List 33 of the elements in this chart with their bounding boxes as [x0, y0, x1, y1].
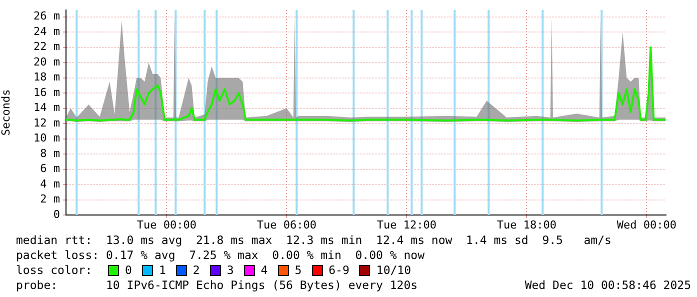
y-tick-label: 2 m: [40, 192, 60, 206]
y-tick-label: 18 m: [34, 70, 60, 84]
y-tick-label: 12 m: [34, 116, 60, 130]
text: loss color:: [16, 263, 94, 278]
x-tick-label: Tue 12:00: [376, 218, 436, 232]
y-tick-label: 20 m: [34, 55, 60, 68]
x-tick-label: Tue 00:00: [136, 218, 196, 232]
text: 5: [294, 263, 302, 278]
text: packet loss: 0.17 % avg 7.25 % max 0.00 % min 0.00 % now: [16, 248, 426, 263]
y-tick-label: 10 m: [34, 132, 60, 145]
y-tick-label: 6 m: [40, 162, 60, 176]
y-tick-label: 22 m: [34, 40, 60, 54]
x-tick-label: Wed 00:00: [616, 218, 676, 232]
y-tick-label: 4 m: [40, 177, 60, 190]
text: 2: [192, 263, 200, 278]
y-tick-label: 0: [53, 208, 60, 221]
y-tick-label: 8 m: [40, 146, 60, 160]
x-tick-label: Tue 06:00: [256, 218, 316, 232]
y-axis-title: Seconds: [0, 89, 12, 136]
text: 3: [226, 263, 234, 278]
text: median rtt: 13.0 ms avg 21.8 ms max 12.3 ms min 12.4 ms now 1.4 ms sd 9.5 am/s: [16, 233, 612, 248]
text: 10/10: [376, 263, 412, 278]
text: Wed Dec 10 00:58:46 2025: [524, 278, 691, 293]
y-tick-label: 14 m: [34, 101, 60, 114]
y-tick-label: 24 m: [34, 24, 60, 38]
text: probe: 10 IPv6-ICMP Echo Pings (56 Bytes) every 120s: [16, 278, 418, 293]
y-tick-label: 26 m: [34, 10, 60, 23]
text: 6-9: [328, 263, 350, 278]
text: 1: [158, 263, 166, 278]
x-tick-label: Tue 18:00: [496, 218, 556, 232]
text: 0: [125, 263, 132, 278]
text: 4: [260, 263, 268, 278]
y-tick-label: 16 m: [34, 86, 60, 99]
